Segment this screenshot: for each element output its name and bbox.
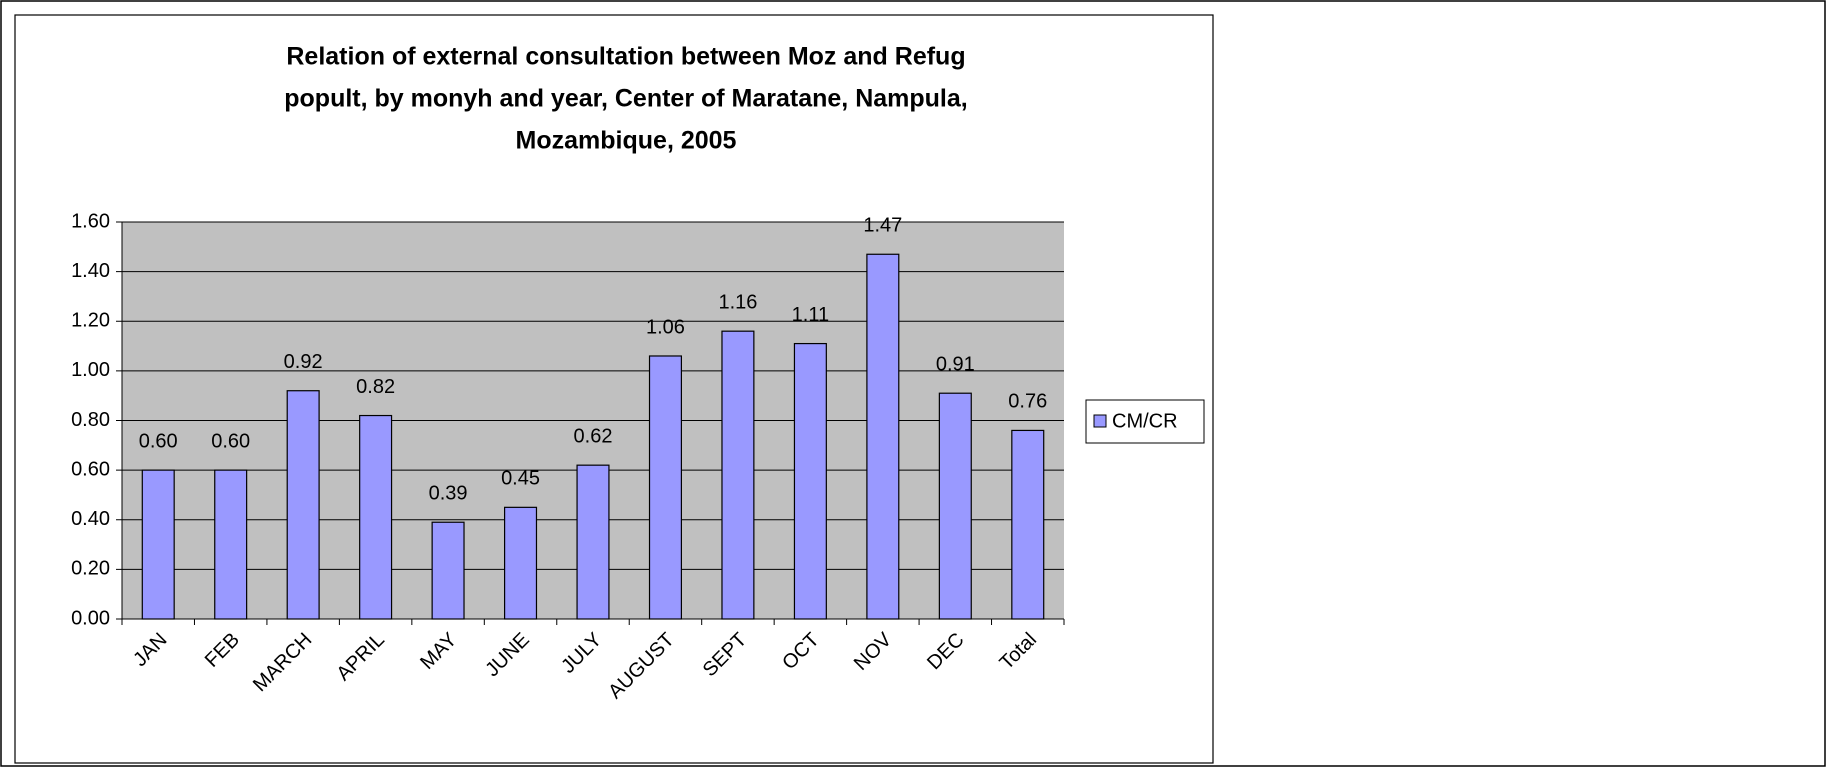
data-label: 0.76 <box>1008 391 1047 413</box>
data-label: 0.45 <box>501 468 540 490</box>
legend-label: CM/CR <box>1112 410 1178 432</box>
bar <box>141 469 175 620</box>
chart-title: Relation of external consultation betwee… <box>286 43 965 71</box>
y-tick-label: 0.20 <box>71 558 110 580</box>
bar <box>431 521 465 620</box>
y-tick-label: 1.40 <box>71 260 110 282</box>
bar <box>359 414 393 620</box>
bar <box>1011 429 1045 620</box>
data-label: 0.60 <box>211 430 250 452</box>
chart-title: popult, by monyh and year, Center of Mar… <box>284 85 967 113</box>
data-label: 1.16 <box>718 291 757 313</box>
y-tick-label: 1.60 <box>71 210 110 232</box>
y-tick-label: 1.00 <box>71 359 110 381</box>
bar <box>214 469 248 620</box>
data-label: 1.06 <box>646 316 685 338</box>
y-tick-label: 1.20 <box>71 310 110 332</box>
bar <box>576 464 610 620</box>
y-tick-label: 0.60 <box>71 458 110 480</box>
bar <box>793 342 827 620</box>
data-label: 0.62 <box>574 425 613 447</box>
bar <box>503 506 538 620</box>
y-tick-label: 0.80 <box>71 409 110 431</box>
bar <box>648 355 683 620</box>
bar <box>286 390 320 620</box>
data-label: 1.47 <box>863 215 902 237</box>
data-label: 0.60 <box>139 430 178 452</box>
y-tick-label: 0.40 <box>71 508 110 530</box>
data-label: 0.92 <box>284 351 323 373</box>
bar <box>938 392 972 620</box>
bar <box>866 253 900 620</box>
y-tick-label: 0.00 <box>71 607 110 629</box>
data-label: 0.91 <box>936 353 975 375</box>
bar <box>721 330 755 620</box>
data-label: 0.82 <box>356 376 395 398</box>
legend-swatch <box>1093 414 1107 428</box>
data-label: 0.39 <box>429 483 468 505</box>
data-label: 1.11 <box>792 304 829 326</box>
chart-title: Mozambique, 2005 <box>516 127 737 155</box>
